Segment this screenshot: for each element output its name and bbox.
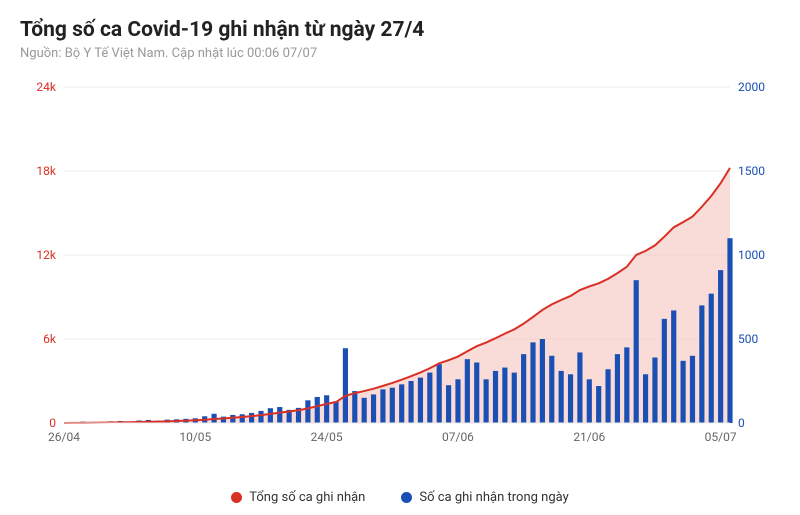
legend-dot-daily bbox=[401, 492, 412, 503]
legend-dot-cumulative bbox=[231, 492, 242, 503]
svg-text:2000: 2000 bbox=[738, 80, 765, 94]
svg-text:18k: 18k bbox=[36, 164, 56, 178]
legend-item-cumulative: Tổng số ca ghi nhận bbox=[231, 490, 365, 505]
chart-subtitle: Nguồn: Bộ Y Tế Việt Nam. Cập nhật lúc 00… bbox=[20, 46, 780, 61]
svg-text:6k: 6k bbox=[43, 332, 57, 346]
legend: Tổng số ca ghi nhận Số ca ghi nhận trong… bbox=[20, 480, 780, 505]
svg-text:26/04: 26/04 bbox=[48, 430, 80, 444]
svg-text:07/06: 07/06 bbox=[442, 430, 474, 444]
legend-label-daily: Số ca ghi nhận trong ngày bbox=[419, 490, 568, 505]
svg-text:0: 0 bbox=[738, 416, 745, 430]
chart-svg: 0 6k 12k 18k 24k 0 500 1000 1500 2000 26/04 10/05 24… bbox=[20, 77, 780, 447]
svg-text:1000: 1000 bbox=[738, 248, 765, 262]
svg-text:24/05: 24/05 bbox=[311, 430, 343, 444]
svg-text:500: 500 bbox=[738, 332, 758, 346]
svg-text:21/06: 21/06 bbox=[573, 430, 605, 444]
chart-container: Tổng số ca Covid-19 ghi nhận từ ngày 27/… bbox=[0, 0, 800, 515]
svg-text:0: 0 bbox=[49, 416, 56, 430]
svg-text:10/05: 10/05 bbox=[179, 430, 211, 444]
svg-text:05/07: 05/07 bbox=[705, 430, 737, 444]
svg-text:24k: 24k bbox=[36, 80, 56, 94]
chart-title: Tổng số ca Covid-19 ghi nhận từ ngày 27/… bbox=[20, 18, 780, 42]
legend-label-cumulative: Tổng số ca ghi nhận bbox=[249, 490, 365, 505]
chart-plot-area: 0 6k 12k 18k 24k 0 500 1000 1500 2000 26/04 10/05 24… bbox=[20, 77, 780, 480]
svg-text:1500: 1500 bbox=[738, 164, 765, 178]
legend-item-daily: Số ca ghi nhận trong ngày bbox=[401, 490, 568, 505]
svg-text:12k: 12k bbox=[36, 248, 56, 262]
